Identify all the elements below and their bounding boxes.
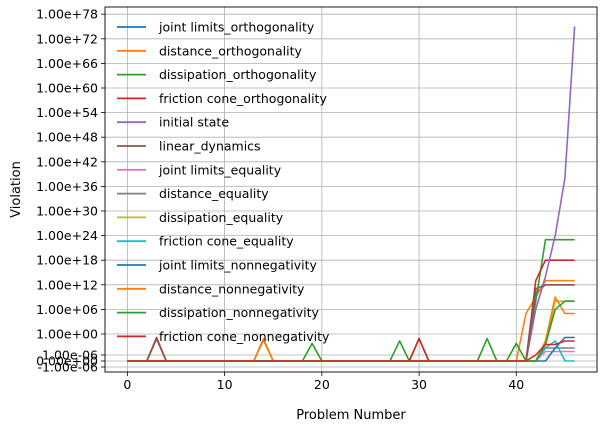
- y-tick-label: 1.00e+30: [36, 204, 98, 219]
- y-tick-label: 1.00e+06: [36, 302, 98, 317]
- y-tick-label: 1.00e-06: [42, 348, 98, 363]
- y-tick-label: 1.00e+42: [36, 154, 98, 169]
- y-axis-label: Violation: [9, 161, 24, 218]
- x-tick-label: 20: [314, 377, 330, 392]
- grid: [105, 7, 597, 372]
- legend-label: linear_dynamics: [159, 139, 261, 154]
- legend-label: distance_equality: [159, 186, 269, 201]
- legend-label: joint limits_equality: [158, 162, 282, 177]
- y-tick-label: 1.00e+24: [36, 228, 98, 243]
- y-tick-label: 1.00e+18: [36, 253, 98, 268]
- legend: joint limits_orthogonality distance_ortho…: [117, 20, 330, 344]
- x-tick-label: 40: [508, 377, 524, 392]
- legend-label: dissipation_nonnegativity: [159, 305, 320, 320]
- y-tick-label: 1.00e+66: [36, 56, 98, 71]
- y-tick-label: 0.00e+00: [36, 354, 98, 369]
- series-line: [127, 284, 575, 362]
- y-tick-label: 1.00e+72: [36, 31, 98, 46]
- y-tick-label: -1.00e-06: [38, 360, 98, 375]
- axis-ticks: 0 10 20 30 40 -1.00e-060.00e+001.00e-06 1.00e+…: [36, 7, 524, 392]
- legend-label: joint limits_orthogonality: [158, 20, 315, 35]
- y-tick-label: 1.00e+36: [36, 179, 98, 194]
- legend-label: dissipation_equality: [159, 210, 284, 225]
- series-line: [127, 340, 575, 362]
- x-tick-label: 10: [217, 377, 233, 392]
- legend-label: distance_nonnegativity: [159, 281, 305, 296]
- legend-label: initial state: [159, 115, 229, 130]
- plot-frame: [104, 6, 598, 373]
- series-line: [127, 279, 575, 362]
- legend-label: distance_orthogonality: [159, 43, 302, 58]
- legend-label: dissipation_orthogonality: [159, 67, 317, 82]
- legend-label: joint limits_nonnegativity: [158, 258, 317, 273]
- x-tick-label: 0: [123, 377, 131, 392]
- legend-label: friction cone_equality: [159, 234, 294, 249]
- x-axis-label: Problem Number: [296, 408, 406, 423]
- y-tick-label: 1.00e+60: [36, 81, 98, 96]
- y-tick-label: 1.00e+54: [36, 105, 98, 120]
- y-tick-label: 1.00e+00: [36, 327, 98, 342]
- x-tick-label: 30: [411, 377, 427, 392]
- y-tick-label: 1.00e+78: [36, 7, 98, 22]
- legend-label: friction cone_nonnegativity: [159, 329, 330, 344]
- plot-lines: [127, 26, 576, 362]
- legend-label: friction cone_orthogonality: [159, 91, 327, 106]
- y-tick-label: 1.00e+48: [36, 130, 98, 145]
- y-tick-label: 1.00e+12: [36, 277, 98, 292]
